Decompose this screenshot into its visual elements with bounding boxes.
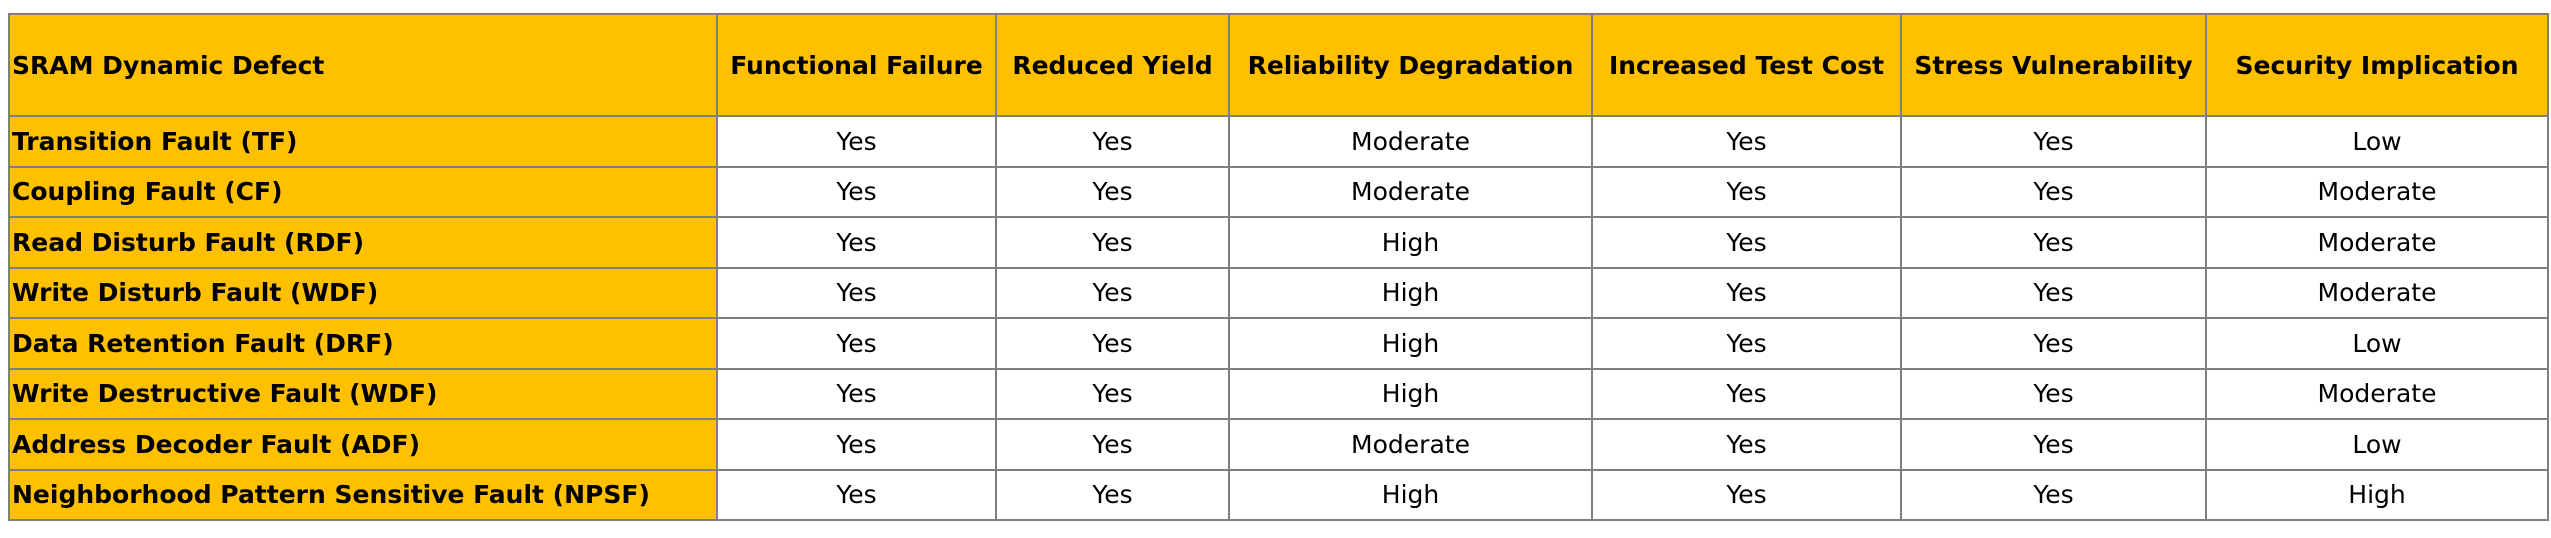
defect-name-cell: Address Decoder Fault (ADF) bbox=[8, 418, 718, 471]
table-row: Write Destructive Fault (WDF) Yes Yes High Y… bbox=[8, 367, 2549, 420]
increased-test-cost-cell: Yes bbox=[1591, 468, 1902, 521]
reduced-yield-cell: Yes bbox=[995, 165, 1230, 218]
increased-test-cost-cell: Yes bbox=[1591, 317, 1902, 370]
table-row: Data Retention Fault (DRF) Yes Yes High Yes Y… bbox=[8, 317, 2549, 370]
defect-name-cell: Read Disturb Fault (RDF) bbox=[8, 216, 718, 269]
increased-test-cost-cell: Yes bbox=[1591, 418, 1902, 471]
increased-test-cost-cell: Yes bbox=[1591, 115, 1902, 168]
reliability-degradation-cell: Moderate bbox=[1228, 418, 1593, 471]
defect-name-cell: Write Destructive Fault (WDF) bbox=[8, 367, 718, 420]
functional-failure-cell: Yes bbox=[716, 468, 997, 521]
functional-failure-cell: Yes bbox=[716, 165, 997, 218]
increased-test-cost-cell: Yes bbox=[1591, 266, 1902, 319]
column-header-functional-failure: Functional Failure bbox=[716, 13, 997, 117]
defect-name-cell: Write Disturb Fault (WDF) bbox=[8, 266, 718, 319]
reliability-degradation-cell: Moderate bbox=[1228, 165, 1593, 218]
stress-vulnerability-cell: Yes bbox=[1900, 468, 2207, 521]
reliability-degradation-cell: High bbox=[1228, 317, 1593, 370]
security-implication-cell: Low bbox=[2205, 418, 2549, 471]
stress-vulnerability-cell: Yes bbox=[1900, 115, 2207, 168]
table-body: Transition Fault (TF) Yes Yes Moderate Yes Ye… bbox=[8, 115, 2549, 521]
table-row: Address Decoder Fault (ADF) Yes Yes Moderat… bbox=[8, 418, 2549, 471]
reduced-yield-cell: Yes bbox=[995, 367, 1230, 420]
reliability-degradation-cell: High bbox=[1228, 216, 1593, 269]
stress-vulnerability-cell: Yes bbox=[1900, 165, 2207, 218]
reduced-yield-cell: Yes bbox=[995, 115, 1230, 168]
increased-test-cost-cell: Yes bbox=[1591, 165, 1902, 218]
column-header-security-implication: Security Implication bbox=[2205, 13, 2549, 117]
defect-name-cell: Data Retention Fault (DRF) bbox=[8, 317, 718, 370]
reduced-yield-cell: Yes bbox=[995, 317, 1230, 370]
table-header: SRAM Dynamic Defect Functional Failure R… bbox=[8, 13, 2549, 117]
reduced-yield-cell: Yes bbox=[995, 266, 1230, 319]
functional-failure-cell: Yes bbox=[716, 317, 997, 370]
functional-failure-cell: Yes bbox=[716, 367, 997, 420]
functional-failure-cell: Yes bbox=[716, 216, 997, 269]
table-container: SRAM Dynamic Defect Functional Failure R… bbox=[8, 13, 2549, 521]
defect-name-cell: Transition Fault (TF) bbox=[8, 115, 718, 168]
reduced-yield-cell: Yes bbox=[995, 468, 1230, 521]
stress-vulnerability-cell: Yes bbox=[1900, 317, 2207, 370]
security-implication-cell: Moderate bbox=[2205, 216, 2549, 269]
column-header-reduced-yield: Reduced Yield bbox=[995, 13, 1230, 117]
security-implication-cell: Moderate bbox=[2205, 266, 2549, 319]
table-row: Transition Fault (TF) Yes Yes Moderate Yes Ye… bbox=[8, 115, 2549, 168]
defect-name-cell: Neighborhood Pattern Sensitive Fault (NP… bbox=[8, 468, 718, 521]
reliability-degradation-cell: Moderate bbox=[1228, 115, 1593, 168]
reliability-degradation-cell: High bbox=[1228, 468, 1593, 521]
table-row: Neighborhood Pattern Sensitive Fault (NP… bbox=[8, 468, 2549, 521]
column-header-sram-dynamic-defect: SRAM Dynamic Defect bbox=[8, 13, 718, 117]
reliability-degradation-cell: High bbox=[1228, 367, 1593, 420]
increased-test-cost-cell: Yes bbox=[1591, 216, 1902, 269]
header-row: SRAM Dynamic Defect Functional Failure R… bbox=[8, 13, 2549, 117]
table-row: Coupling Fault (CF) Yes Yes Moderate Yes Yes M… bbox=[8, 165, 2549, 218]
reduced-yield-cell: Yes bbox=[995, 418, 1230, 471]
stress-vulnerability-cell: Yes bbox=[1900, 266, 2207, 319]
defect-name-cell: Coupling Fault (CF) bbox=[8, 165, 718, 218]
increased-test-cost-cell: Yes bbox=[1591, 367, 1902, 420]
security-implication-cell: High bbox=[2205, 468, 2549, 521]
security-implication-cell: Moderate bbox=[2205, 165, 2549, 218]
security-implication-cell: Moderate bbox=[2205, 367, 2549, 420]
stress-vulnerability-cell: Yes bbox=[1900, 367, 2207, 420]
stress-vulnerability-cell: Yes bbox=[1900, 418, 2207, 471]
reliability-degradation-cell: High bbox=[1228, 266, 1593, 319]
reduced-yield-cell: Yes bbox=[995, 216, 1230, 269]
security-implication-cell: Low bbox=[2205, 317, 2549, 370]
table-row: Read Disturb Fault (RDF) Yes Yes High Yes Yes… bbox=[8, 216, 2549, 269]
functional-failure-cell: Yes bbox=[716, 266, 997, 319]
security-implication-cell: Low bbox=[2205, 115, 2549, 168]
stress-vulnerability-cell: Yes bbox=[1900, 216, 2207, 269]
functional-failure-cell: Yes bbox=[716, 418, 997, 471]
sram-defect-table: SRAM Dynamic Defect Functional Failure R… bbox=[8, 13, 2549, 521]
column-header-reliability-degradation: Reliability Degradation bbox=[1228, 13, 1593, 117]
functional-failure-cell: Yes bbox=[716, 115, 997, 168]
table-row: Write Disturb Fault (WDF) Yes Yes High Yes Ye… bbox=[8, 266, 2549, 319]
column-header-stress-vulnerability: Stress Vulnerability bbox=[1900, 13, 2207, 117]
column-header-increased-test-cost: Increased Test Cost bbox=[1591, 13, 1902, 117]
